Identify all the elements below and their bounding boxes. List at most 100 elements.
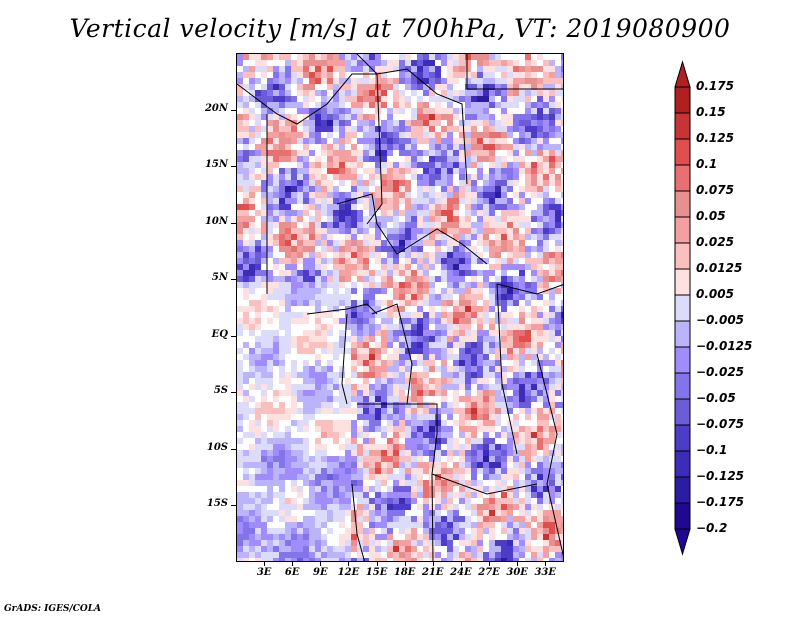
field-cell	[447, 156, 453, 162]
field-cell	[519, 336, 525, 342]
field-cell	[483, 456, 489, 462]
field-cell	[273, 216, 279, 222]
field-cell	[531, 234, 537, 240]
field-cell	[537, 414, 543, 420]
field-cell	[459, 282, 465, 288]
field-cell	[537, 174, 543, 180]
field-cell	[315, 186, 321, 192]
field-cell	[405, 408, 411, 414]
field-cell	[309, 516, 315, 522]
field-cell	[417, 294, 423, 300]
field-cell	[393, 276, 399, 282]
field-cell	[459, 312, 465, 318]
field-cell	[285, 450, 291, 456]
field-cell	[291, 432, 297, 438]
field-cell	[249, 546, 255, 552]
field-cell	[501, 102, 507, 108]
field-cell	[501, 306, 507, 312]
field-cell	[429, 420, 435, 426]
field-cell	[279, 540, 285, 546]
field-cell	[399, 288, 405, 294]
field-cell	[411, 462, 417, 468]
field-cell	[465, 306, 471, 312]
field-cell	[243, 414, 249, 420]
field-cell	[519, 486, 525, 492]
field-cell	[471, 450, 477, 456]
field-cell	[333, 216, 339, 222]
field-cell	[315, 156, 321, 162]
field-cell	[477, 264, 483, 270]
field-cell	[477, 162, 483, 168]
field-cell	[357, 156, 363, 162]
field-cell	[315, 450, 321, 456]
field-cell	[303, 330, 309, 336]
field-cell	[543, 378, 549, 384]
field-cell	[441, 264, 447, 270]
field-cell	[453, 60, 459, 66]
field-cell	[357, 300, 363, 306]
field-cell	[459, 126, 465, 132]
field-cell	[555, 492, 561, 498]
field-cell	[465, 54, 471, 60]
field-cell	[507, 270, 513, 276]
field-cell	[369, 264, 375, 270]
field-cell	[261, 192, 267, 198]
field-cell	[339, 420, 345, 426]
field-cell	[513, 102, 519, 108]
field-cell	[537, 468, 543, 474]
field-cell	[537, 456, 543, 462]
field-cell	[345, 246, 351, 252]
field-cell	[537, 450, 543, 456]
field-cell	[273, 96, 279, 102]
field-cell	[393, 480, 399, 486]
field-cell	[561, 390, 563, 396]
field-cell	[429, 282, 435, 288]
field-cell	[495, 216, 501, 222]
field-cell	[471, 510, 477, 516]
field-cell	[447, 246, 453, 252]
field-cell	[411, 300, 417, 306]
field-cell	[441, 402, 447, 408]
field-cell	[399, 558, 405, 561]
field-cell	[465, 108, 471, 114]
field-cell	[477, 138, 483, 144]
field-cell	[423, 306, 429, 312]
field-cell	[243, 174, 249, 180]
field-cell	[399, 342, 405, 348]
field-cell	[495, 528, 501, 534]
field-cell	[507, 558, 513, 561]
field-cell	[297, 264, 303, 270]
lat-tick-label: 15N	[204, 159, 228, 171]
field-cell	[537, 240, 543, 246]
field-cell	[459, 354, 465, 360]
field-cell	[315, 354, 321, 360]
field-cell	[303, 300, 309, 306]
field-cell	[429, 228, 435, 234]
field-cell	[531, 276, 537, 282]
field-cell	[519, 426, 525, 432]
field-cell	[363, 450, 369, 456]
field-cell	[309, 546, 315, 552]
field-cell	[267, 210, 273, 216]
field-cell	[321, 276, 327, 282]
field-cell	[381, 168, 387, 174]
field-cell	[477, 414, 483, 420]
field-cell	[483, 522, 489, 528]
field-cell	[555, 336, 561, 342]
field-cell	[555, 552, 561, 558]
field-cell	[429, 390, 435, 396]
field-cell	[489, 360, 495, 366]
field-cell	[477, 222, 483, 228]
field-cell	[393, 270, 399, 276]
field-cell	[321, 162, 327, 168]
field-cell	[561, 438, 563, 444]
field-cell	[519, 414, 525, 420]
field-cell	[411, 222, 417, 228]
field-cell	[423, 558, 429, 561]
field-cell	[441, 108, 447, 114]
lat-tick-label: 10S	[206, 441, 228, 453]
field-cell	[489, 66, 495, 72]
field-cell	[399, 366, 405, 372]
field-cell	[273, 294, 279, 300]
field-cell	[399, 468, 405, 474]
